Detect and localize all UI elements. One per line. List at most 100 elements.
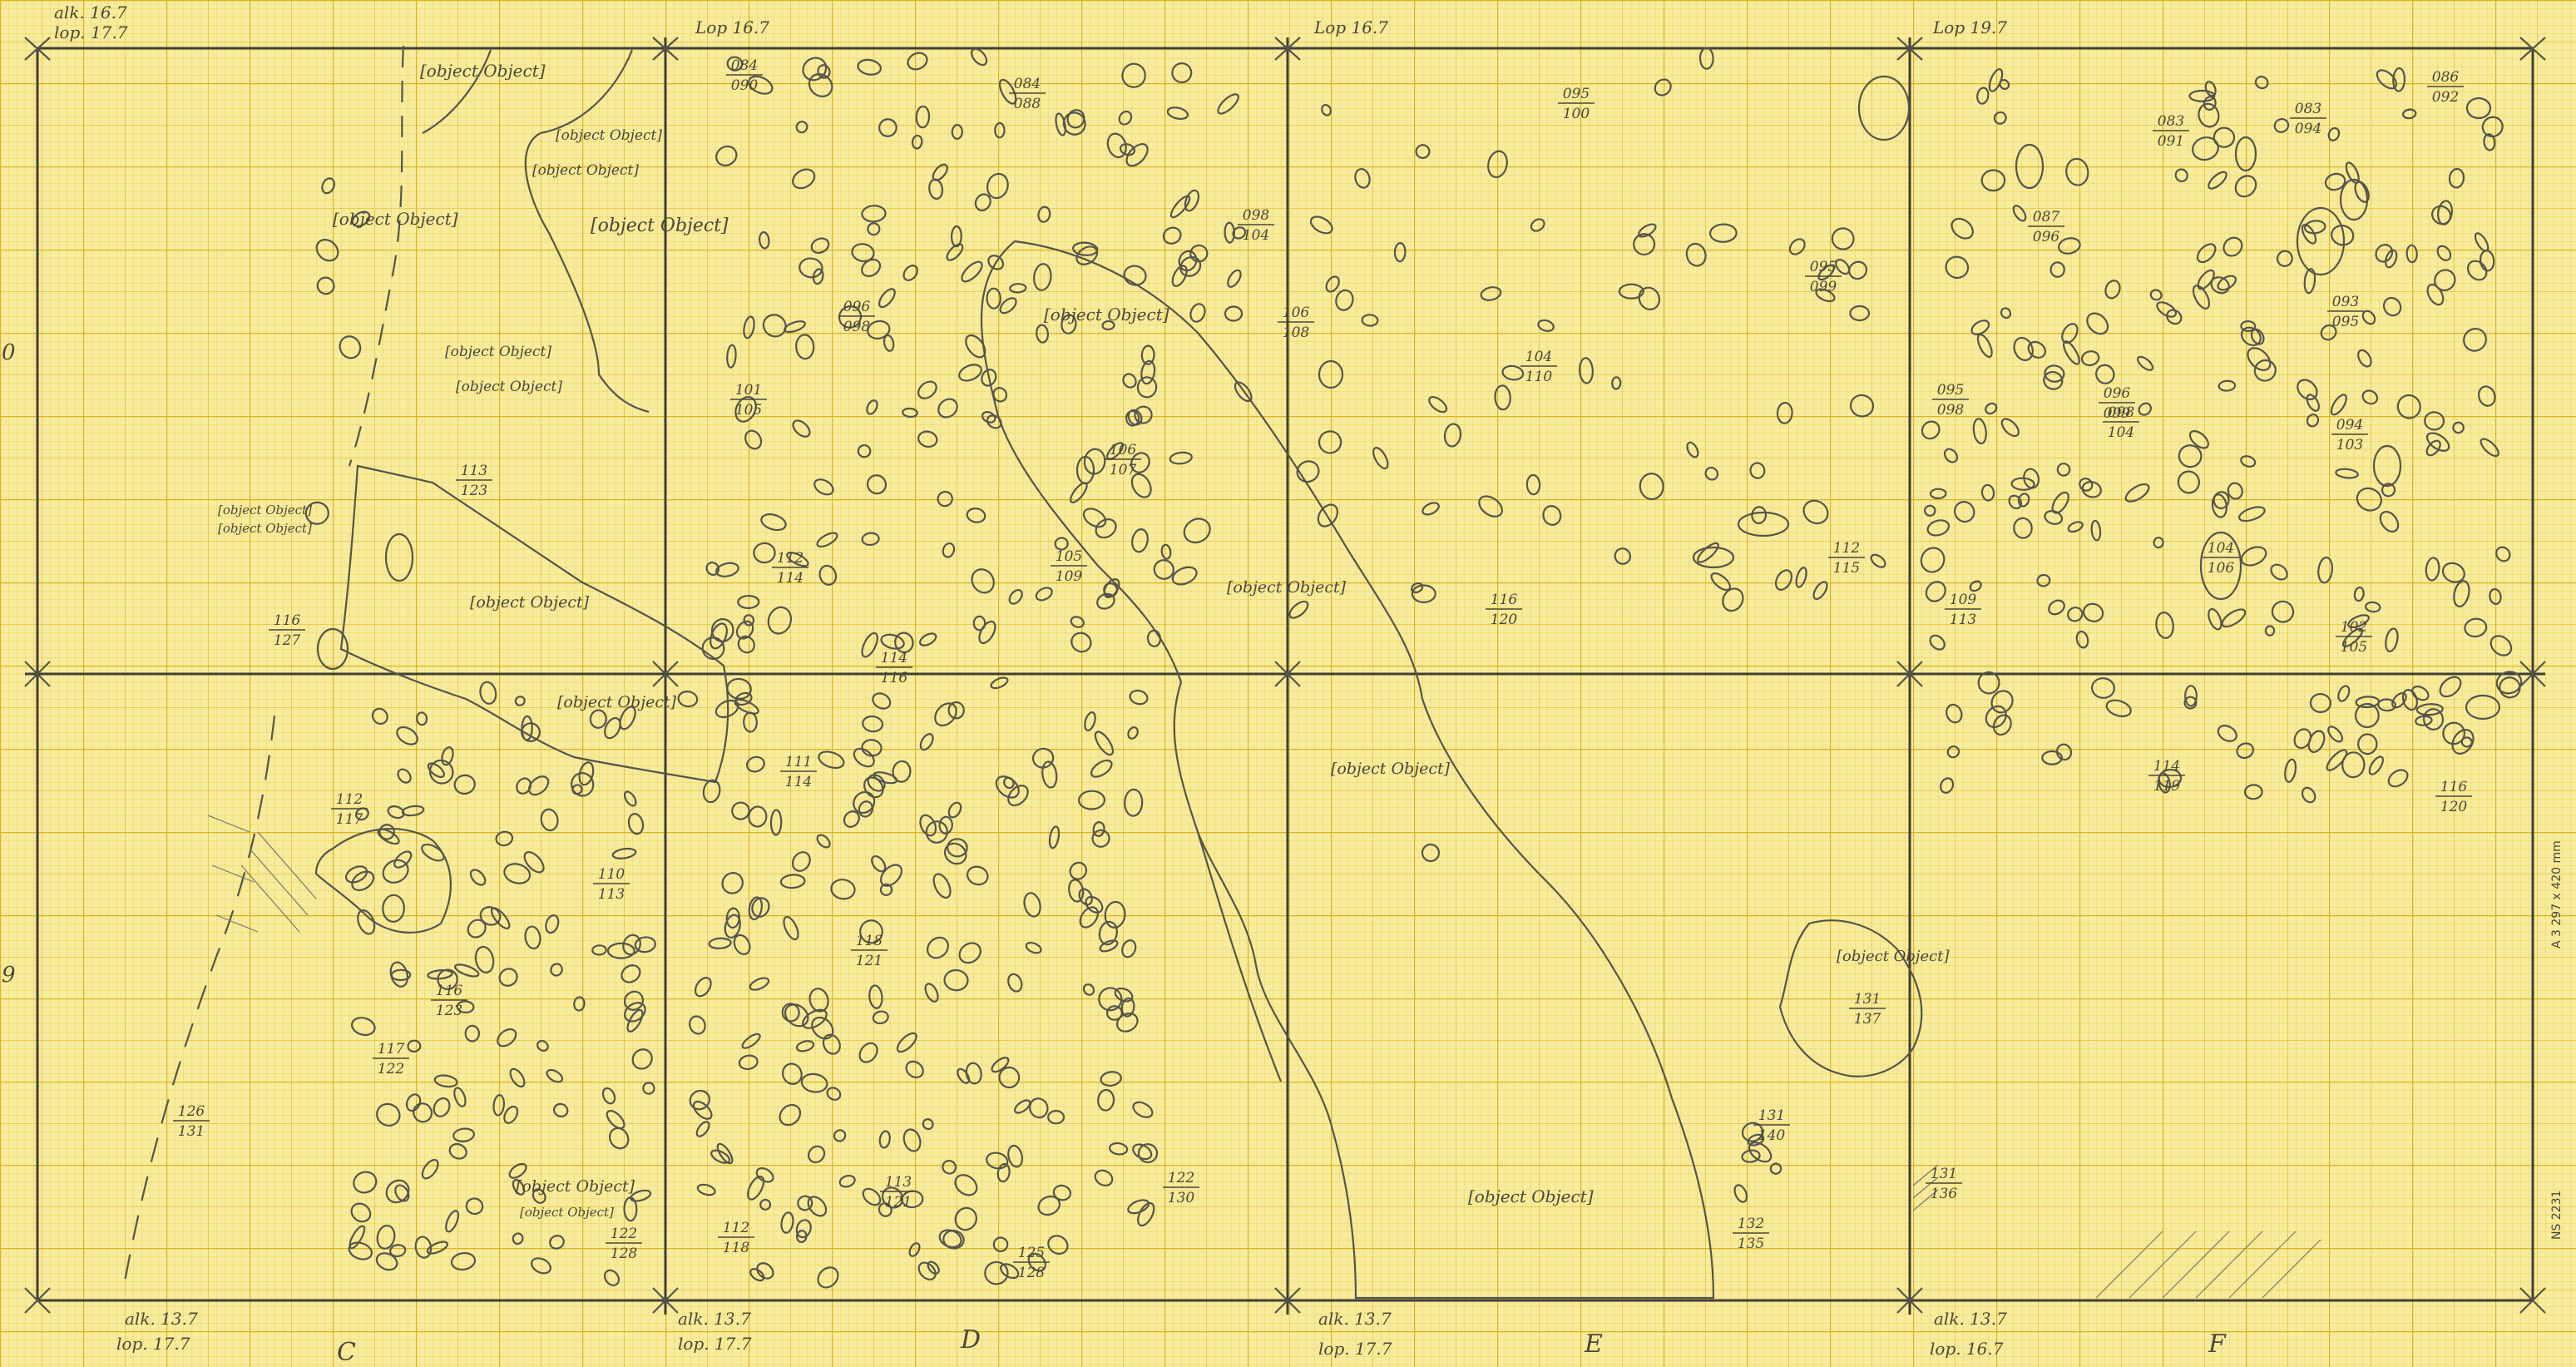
stone <box>376 1102 401 1127</box>
elevation-top: 098 <box>2108 404 2135 421</box>
stone <box>2198 102 2220 128</box>
stone <box>2041 750 2064 765</box>
stone <box>872 692 892 710</box>
stone <box>479 906 502 926</box>
stone <box>1722 587 1744 612</box>
paper-maker-text: NS 2231 <box>2550 1191 2564 1240</box>
stone <box>1114 987 1134 1003</box>
stone <box>2324 172 2346 191</box>
stone-large <box>384 532 414 582</box>
stone <box>986 172 1009 200</box>
elevation-bottom: 095 <box>2332 314 2359 330</box>
elevation-top: 086 <box>2432 69 2460 86</box>
drawing-labels: alk. 16.7 lop. 17.7 Lop 16.7 Lop 16.7 Lo… <box>2 2 2227 1367</box>
stone <box>792 419 811 438</box>
stone <box>2061 323 2079 344</box>
stone <box>591 944 607 956</box>
stone <box>1234 381 1253 403</box>
stone <box>2368 755 2384 775</box>
elevation-top: 112 <box>1833 540 1860 557</box>
stone <box>1480 286 1502 301</box>
stone <box>2000 307 2012 319</box>
stone <box>634 936 656 953</box>
stone <box>1698 47 1714 70</box>
stone <box>710 622 728 650</box>
stone <box>2013 517 2033 539</box>
stone <box>879 883 893 897</box>
elevation-bottom: 120 <box>1491 612 1518 628</box>
stone <box>714 699 739 719</box>
stone <box>377 828 400 845</box>
stone <box>1926 519 1951 537</box>
stone <box>2124 483 2150 503</box>
stone <box>492 1094 505 1117</box>
stone <box>861 631 878 658</box>
stone <box>716 1142 734 1165</box>
note-loyto: [object Object] <box>516 1177 635 1196</box>
stone <box>1411 584 1436 604</box>
stone <box>721 872 744 894</box>
stone <box>1106 132 1127 159</box>
stone <box>779 1103 802 1127</box>
stone <box>2174 168 2188 183</box>
stone <box>382 894 406 923</box>
row-mark-9: 9 <box>2 963 16 988</box>
stone <box>2090 519 2102 542</box>
stone <box>2192 136 2219 161</box>
elevation-bottom: 123 <box>461 483 487 499</box>
stone <box>1070 616 1085 628</box>
stone <box>2452 421 2465 434</box>
stone <box>2091 677 2115 699</box>
stone <box>1741 1122 1763 1142</box>
stone <box>902 265 918 281</box>
stone <box>737 594 760 610</box>
stone <box>1127 726 1139 740</box>
stone <box>1921 420 1941 440</box>
stone <box>826 1087 842 1101</box>
stone <box>907 52 928 71</box>
stone <box>428 759 454 785</box>
stone <box>437 968 458 990</box>
feature-label-118: [object Object] <box>557 693 677 711</box>
stone <box>749 977 770 991</box>
stone <box>795 334 815 360</box>
elevation-top: 096 <box>2104 385 2131 402</box>
stone <box>677 691 699 708</box>
stone <box>795 1040 815 1052</box>
stone-large <box>1857 75 1911 141</box>
stone <box>445 1210 460 1233</box>
stone <box>2000 418 2020 438</box>
stone <box>2253 359 2277 382</box>
stone <box>1123 265 1147 286</box>
stone <box>1774 569 1793 591</box>
stone <box>1055 112 1066 136</box>
note-hiesoa-1: [object Object] <box>556 127 662 144</box>
stone <box>2377 698 2396 712</box>
stone <box>524 925 541 950</box>
stone <box>862 1187 882 1206</box>
stone <box>353 1171 378 1194</box>
stone <box>1372 447 1389 470</box>
stone <box>818 564 838 586</box>
stone <box>321 177 335 195</box>
stone <box>1098 987 1123 1012</box>
feature-label-132: [object Object] <box>1331 760 1451 778</box>
stone <box>1317 503 1339 527</box>
stone-large <box>1421 843 1441 863</box>
note-hiesoa-4: [object Object] <box>456 379 562 395</box>
stone <box>371 707 388 726</box>
elevation-bottom: 113 <box>1950 612 1976 628</box>
elevation-bottom: 116 <box>881 670 908 686</box>
elevation-top: 109 <box>1950 592 1977 608</box>
stone <box>1985 705 2007 729</box>
stone <box>991 1057 1010 1073</box>
stone <box>549 1235 565 1250</box>
stone <box>1992 714 2012 736</box>
stones <box>304 47 2523 1289</box>
column-letter-f: F <box>2208 1330 2227 1359</box>
stone <box>1162 226 1182 245</box>
